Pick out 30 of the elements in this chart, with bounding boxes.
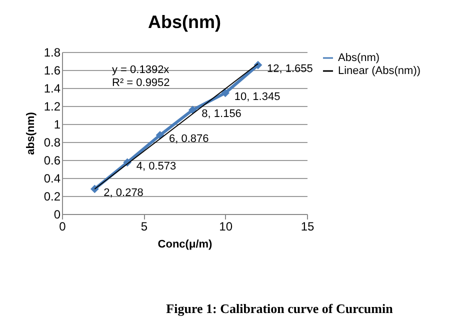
- x-axis-title: Conc(μ/m): [158, 238, 213, 250]
- x-tick-label: 5: [140, 220, 148, 234]
- y-tick-label: 0.2: [44, 190, 61, 204]
- y-tick-label: 1.4: [44, 82, 61, 96]
- data-label: 2, 0.278: [104, 186, 144, 199]
- data-label: 10, 1.345: [234, 90, 280, 103]
- point: [221, 88, 230, 98]
- y-tick-label: 0.8: [44, 136, 61, 150]
- annotation: y = 0.1392x: [112, 64, 170, 76]
- y-tick-label: 1.6: [44, 64, 61, 78]
- data-label: 12, 1.655: [267, 63, 313, 76]
- chart-title: Abs(nm): [148, 12, 221, 32]
- y-tick-label: 0: [54, 208, 61, 222]
- y-tick-label: 1.8: [44, 46, 61, 60]
- y-tick-label: 0.4: [44, 172, 61, 186]
- x-tick-label: 15: [300, 220, 314, 234]
- annotation: R² = 0.9952: [112, 77, 170, 89]
- y-tick-label: 0.6: [44, 154, 61, 168]
- data-label: 6, 0.876: [169, 133, 209, 146]
- x-tick-label: 10: [219, 220, 233, 234]
- y-tick-label: 1: [54, 118, 61, 132]
- data-label: 4, 0.573: [136, 160, 176, 172]
- caption: Figure 1: Calibration curve of Curcumin: [166, 301, 394, 316]
- legend-label: Abs(nm): [338, 52, 380, 64]
- y-tick-label: 1.2: [44, 100, 61, 114]
- data-label: 8, 1.156: [202, 108, 242, 120]
- point: [188, 106, 197, 114]
- point: [156, 130, 164, 140]
- legend-label: Linear (Abs(nm)): [338, 65, 421, 77]
- y-axis-title: abs(nm): [24, 112, 37, 155]
